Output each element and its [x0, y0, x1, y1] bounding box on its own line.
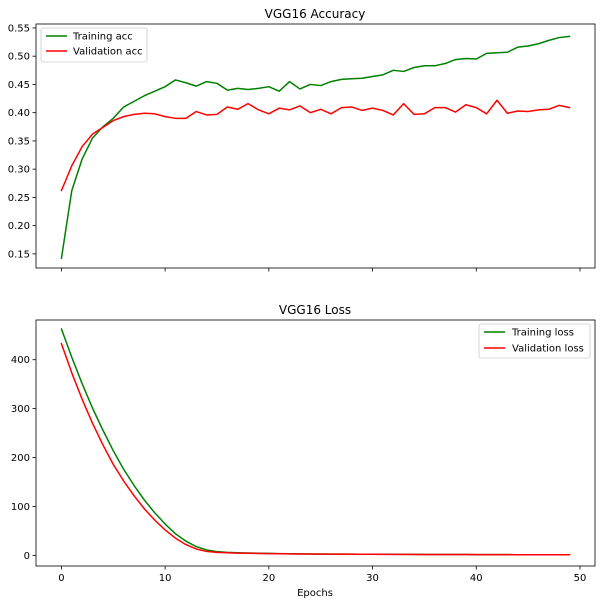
- loss-y-tick-label: 0: [24, 551, 30, 562]
- legend-label-training-loss: Training loss: [511, 328, 574, 339]
- loss-y-tick-label: 300: [11, 404, 30, 415]
- loss-y-tick-label: 200: [11, 453, 30, 464]
- accuracy-y-tick-label: 0.30: [8, 165, 30, 176]
- accuracy-y-tick-label: 0.40: [8, 108, 30, 119]
- loss-x-tick-label: 10: [159, 573, 172, 584]
- loss-subplot: VGG16 Loss 0 100 200 300 400 0 10 20 30 40 50 Trai…: [11, 303, 596, 599]
- loss-x-tick-label: 40: [470, 573, 483, 584]
- loss-y-tick-label: 400: [11, 355, 30, 366]
- accuracy-y-tick-label: 0.55: [8, 23, 30, 34]
- legend-label-validation-acc: Validation acc: [73, 47, 143, 58]
- accuracy-subplot: VGG16 Accuracy 0.150.200.250.300.350.400…: [8, 7, 596, 272]
- legend-label-training-acc: Training acc: [72, 32, 133, 43]
- accuracy-legend-box: [40, 27, 148, 63]
- accuracy-y-tick-label: 0.15: [8, 249, 30, 260]
- accuracy-legend: Training acc Validation acc: [40, 27, 148, 63]
- series-line-validation-loss: [60, 342, 571, 556]
- loss-plot-marks: 0 100 200 300 400 0 10 20 30 40 50: [11, 328, 587, 584]
- accuracy-y-tick-label: 0.50: [8, 52, 30, 63]
- accuracy-y-tick-label: 0.45: [8, 80, 30, 91]
- series-line-training-acc: [60, 35, 571, 260]
- loss-legend-box: [478, 323, 591, 359]
- loss-axes-frame: [35, 319, 596, 567]
- series-line-validation-acc: [60, 99, 571, 192]
- x-axis-label: Epochs: [297, 588, 333, 599]
- loss-y-tick-label: 100: [11, 502, 30, 513]
- loss-x-tick-label: 20: [262, 573, 275, 584]
- accuracy-plot-marks: 0.15 0.20 0.25 0.30 0.35 0.40 0.45 0.50 0.55: [8, 23, 581, 272]
- loss-x-tick-label: 50: [574, 573, 587, 584]
- accuracy-axes-frame: [35, 23, 596, 269]
- legend-label-validation-loss: Validation loss: [512, 344, 584, 355]
- loss-x-tick-label: 30: [366, 573, 379, 584]
- accuracy-y-tick-label: 0.20: [8, 221, 30, 232]
- accuracy-y-tick-label: 0.35: [8, 136, 30, 147]
- loss-legend: Training loss Validation loss: [478, 323, 591, 359]
- accuracy-y-tick-label: 0.25: [8, 193, 30, 204]
- loss-x-tick-label: 0: [58, 573, 64, 584]
- loss-title: VGG16 Loss: [279, 303, 351, 317]
- accuracy-title: VGG16 Accuracy: [265, 7, 366, 21]
